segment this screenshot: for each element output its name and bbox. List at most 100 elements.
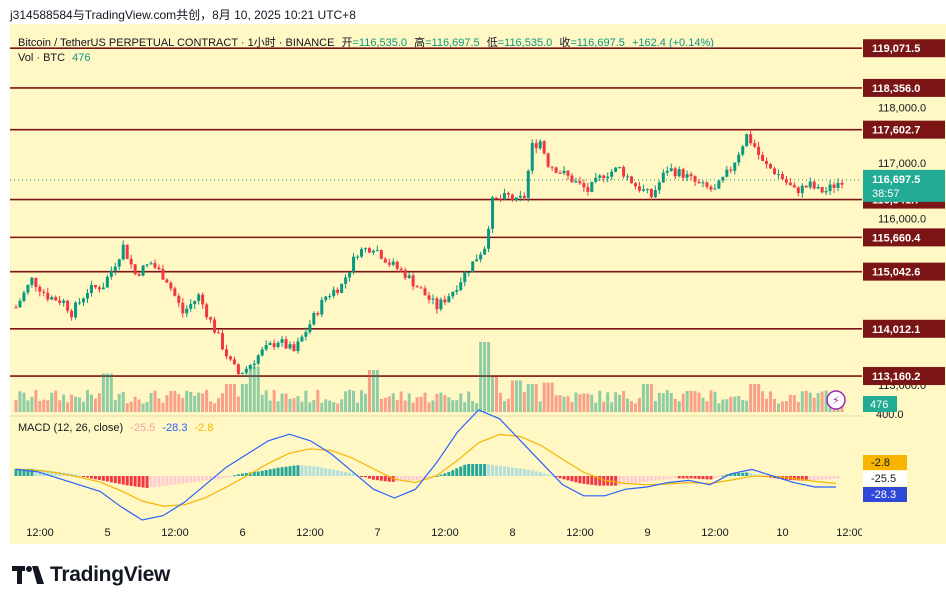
candle-body bbox=[689, 174, 693, 177]
volume-bar bbox=[685, 391, 689, 412]
candle-body bbox=[447, 296, 451, 303]
alert-glyph: ⚡ bbox=[832, 395, 840, 407]
price-axis[interactable]: 118,000.0 117,000.0 116,000.0 113,000.0 119,… bbox=[862, 24, 946, 544]
candle-body bbox=[308, 324, 312, 333]
macd-histogram-bar bbox=[82, 476, 86, 477]
macd-histogram-bar bbox=[284, 466, 288, 476]
candle-body bbox=[538, 141, 542, 149]
chart-frame[interactable]: ⚡ 12:00 5 12:00 6 12:00 7 12:00 8 12:00 9 12:00 10 12… bbox=[10, 24, 862, 544]
volume-bar bbox=[332, 402, 336, 412]
volume-bar bbox=[344, 391, 348, 412]
volume-bar bbox=[85, 390, 89, 412]
candle-body bbox=[657, 182, 661, 191]
volume-bar bbox=[681, 393, 685, 412]
candle-body bbox=[101, 287, 105, 290]
volume-bar bbox=[733, 396, 737, 412]
macd-histogram-bar bbox=[475, 464, 479, 476]
macd-histogram-bar bbox=[530, 470, 534, 476]
volume-bar bbox=[113, 399, 117, 412]
change-value: +162.4 (+0.14%) bbox=[631, 37, 714, 49]
volume-bar bbox=[534, 384, 538, 412]
candle-body bbox=[733, 162, 737, 171]
level-badge-label: 119,071.5 bbox=[872, 43, 920, 55]
volume-bar bbox=[498, 392, 502, 412]
volume-bar bbox=[50, 392, 54, 412]
candle-body bbox=[141, 265, 145, 276]
candle-body bbox=[725, 169, 729, 177]
macd-histogram-bar bbox=[30, 468, 34, 476]
volume-bar bbox=[260, 394, 264, 412]
volume-bar bbox=[141, 403, 145, 412]
volume-bar bbox=[471, 401, 475, 412]
price-chart[interactable]: ⚡ 12:00 5 12:00 6 12:00 7 12:00 8 12:00 9 12:00 10 12… bbox=[10, 24, 862, 544]
macd-histogram-bar bbox=[749, 473, 753, 476]
volume-bar bbox=[443, 395, 447, 412]
macd-histogram-bar bbox=[510, 467, 514, 476]
candle-body bbox=[602, 175, 606, 179]
macd-histogram-bar bbox=[709, 476, 713, 480]
macd-histogram-bar bbox=[697, 476, 701, 479]
volume-bar bbox=[121, 391, 125, 412]
volume-bar bbox=[570, 401, 574, 412]
candle-body bbox=[780, 174, 784, 180]
macd-histogram-bar bbox=[379, 476, 383, 481]
level-badge bbox=[863, 319, 945, 338]
macd-histogram-bar bbox=[590, 476, 594, 485]
volume-bar bbox=[34, 390, 38, 412]
level-badge bbox=[863, 78, 945, 97]
macd-histogram-bar bbox=[419, 476, 423, 480]
macd-histogram-bar bbox=[149, 476, 153, 488]
volume-bar bbox=[554, 395, 558, 412]
volume-bar bbox=[590, 394, 594, 412]
volume-bar bbox=[439, 392, 443, 412]
candle-body bbox=[721, 176, 725, 181]
macd-histogram-bar bbox=[574, 476, 578, 483]
level-badge bbox=[863, 39, 945, 58]
candle-body bbox=[248, 365, 252, 369]
macd-histogram-bar bbox=[594, 476, 598, 486]
macd-badge-label: -25.5 bbox=[871, 473, 896, 485]
macd-histogram-bar bbox=[324, 468, 328, 476]
candle-body bbox=[828, 184, 832, 192]
macd-histogram-bar bbox=[276, 467, 280, 476]
candle-body bbox=[30, 277, 34, 285]
volume-bar bbox=[395, 400, 399, 412]
macd-signal-line bbox=[15, 433, 837, 507]
volume-bar bbox=[502, 401, 506, 412]
macd-histogram-bar bbox=[618, 476, 622, 486]
macd-histogram-bar bbox=[189, 476, 193, 483]
candle-body bbox=[304, 332, 308, 337]
macd-histogram-bar bbox=[769, 476, 773, 478]
candle-body bbox=[232, 359, 236, 365]
candle-body bbox=[22, 292, 26, 301]
volume-bar bbox=[630, 401, 634, 412]
macd-line bbox=[15, 409, 836, 521]
macd-histogram-bar bbox=[367, 476, 371, 479]
candle-body bbox=[669, 168, 673, 171]
macd-histogram-bar bbox=[300, 465, 304, 476]
volume-bar bbox=[495, 377, 499, 412]
macd-histogram-bar bbox=[181, 476, 185, 484]
macd-hist-legend: -25.5 bbox=[130, 422, 156, 434]
candle-body bbox=[506, 193, 510, 195]
macd-histogram-bar bbox=[133, 476, 137, 487]
macd-histogram-bar bbox=[630, 476, 634, 484]
macd-histogram-bar bbox=[332, 469, 336, 476]
volume-bar bbox=[256, 366, 260, 412]
candle-body bbox=[534, 143, 538, 149]
volume-bar bbox=[788, 394, 792, 412]
volume-bar bbox=[780, 401, 784, 412]
x-axis-label: 6 bbox=[239, 527, 245, 539]
x-axis-label: 12:00 bbox=[296, 527, 324, 539]
macd-histogram-bar bbox=[753, 474, 757, 476]
candle-body bbox=[379, 250, 383, 259]
macd-histogram-bar bbox=[550, 475, 554, 477]
volume-bar bbox=[574, 392, 578, 412]
candle-body bbox=[808, 181, 812, 188]
volume-bar bbox=[637, 397, 641, 412]
macd-histogram-bar bbox=[280, 467, 284, 476]
candle-body bbox=[371, 250, 375, 253]
macd-histogram-bar bbox=[538, 472, 542, 476]
macd-histogram-bar bbox=[153, 476, 157, 488]
macd-histogram-bar bbox=[304, 465, 308, 476]
